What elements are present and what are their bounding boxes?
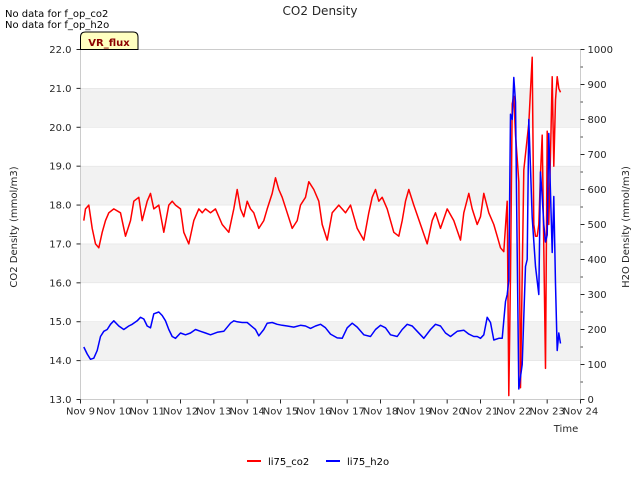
no-data-note-co2: No data for f_op_co2 [5,9,108,20]
y-tick-label: 17.0 [49,239,71,250]
y-tick-label: 13.0 [49,395,71,406]
x-tick-label: Nov 21 [463,407,498,418]
y2-tick-label: 900 [588,80,607,91]
x-tick-label: Nov 23 [529,407,564,418]
x-tick-label: Nov 14 [229,407,264,418]
y2-tick-label: 800 [588,115,607,126]
x-tick-label: Nov 24 [563,407,598,418]
y-tick-label: 15.0 [49,317,71,328]
band-3 [80,88,581,128]
x-tick-label: Nov 12 [163,407,198,418]
y2-tick-label: 300 [588,290,607,301]
series-line-li75_h2o [83,76,562,390]
x-tick-label: Nov 15 [263,407,298,418]
y2-tick-label: 400 [588,255,607,266]
y2-tick-label: 600 [588,185,607,196]
y-tick-label: 21.0 [49,84,71,95]
band-0 [80,321,581,361]
legend: li75_co2 li75_h2o [247,457,389,468]
y-tick-label: 20.0 [49,123,71,134]
band-2 [80,165,581,206]
background-bands [80,88,581,361]
band-1 [80,243,581,284]
y-tick-label: 19.0 [49,162,71,173]
x-tick-label: Nov 22 [496,407,531,418]
x-tick-label: Nov 9 [66,407,95,418]
x-tick-label: Nov 10 [96,407,131,418]
x-tick-label: Nov 17 [329,407,364,418]
x-tick-label: Nov 11 [129,407,164,418]
y-axis-ticks: 13.0 14.0 15.0 16.0 17.0 18.0 19.0 20.0 21.0 22.0 [49,45,81,406]
series-lines [83,56,562,397]
x-tick-label: Nov 13 [196,407,231,418]
y-tick-label: 16.0 [49,278,71,289]
series-line-li75_co2 [83,56,562,397]
y2-tick-label: 500 [588,220,607,231]
x-tick-label: Nov 19 [396,407,431,418]
x-tick-label: Nov 20 [429,407,464,418]
x-axis-label: Time [553,424,578,435]
no-data-note-h2o: No data for f_op_h2o [5,20,109,31]
x-tick-label: Nov 18 [363,407,398,418]
y2-tick-label: 700 [588,150,607,161]
vr-flux-badge: VR_flux [80,31,139,50]
y2-axis-label: H2O Density (mmol/m3) [621,166,632,288]
y-axis-label: CO2 Density (mmol/m3) [9,166,20,287]
y2-tick-label: 100 [588,360,607,371]
y2-tick-label: 1000 [588,45,613,56]
legend-label-h2o: li75_h2o [347,457,389,468]
y2-tick-label: 0 [588,395,594,406]
y-tick-label: 18.0 [49,201,71,212]
y2-tick-label: 200 [588,325,607,336]
vr-flux-badge-label: VR_flux [88,38,130,49]
chart-title: CO2 Density [283,4,358,18]
y-tick-label: 22.0 [49,45,71,56]
x-tick-label: Nov 16 [296,407,331,418]
legend-label-co2: li75_co2 [268,457,309,468]
y-tick-label: 14.0 [49,356,71,367]
y2-axis-ticks: 0 100 200 300 400 500 600 700 800 900 1000 [580,45,613,406]
